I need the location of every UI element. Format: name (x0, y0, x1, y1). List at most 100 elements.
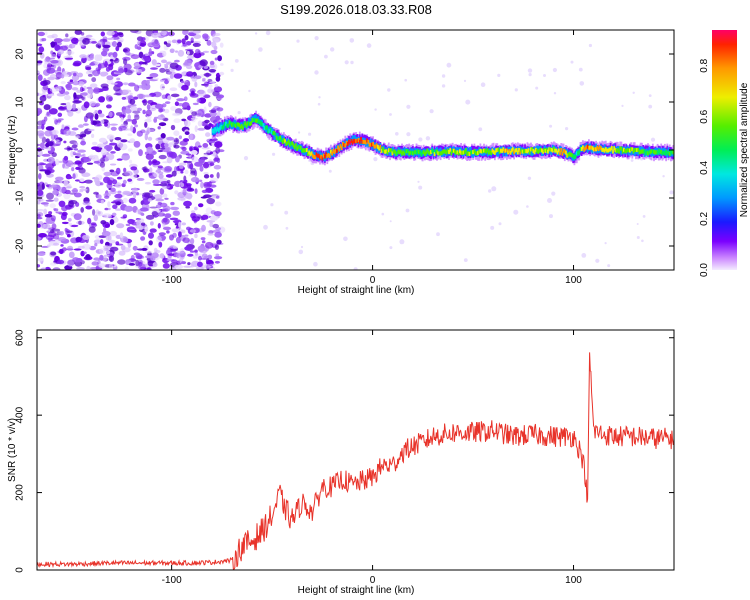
noise-speckle (107, 207, 111, 211)
ridge-segment (542, 149, 544, 154)
ridge-segment (659, 150, 661, 155)
noise-speckle (45, 126, 55, 131)
ridge-segment (626, 148, 629, 153)
noise-speckle (129, 92, 133, 96)
ridge-segment (598, 146, 601, 154)
colorbar-tick-label: 0.0 (699, 263, 710, 277)
noise-speckle (151, 41, 160, 47)
noise-speckle (165, 174, 173, 178)
ridge-segment (393, 149, 396, 154)
ridge-segment (228, 120, 231, 125)
noise-speckle (157, 114, 166, 121)
ridge-segment (660, 149, 663, 154)
ridge-segment (356, 139, 359, 144)
noise-speckle (89, 62, 96, 66)
ridge-segment (378, 146, 380, 151)
ridge-segment (510, 148, 513, 153)
ridge-segment (258, 120, 261, 125)
ridge-segment (290, 141, 292, 146)
noise-speckle (213, 157, 219, 162)
noise-speckle (75, 135, 80, 139)
ridge-segment (468, 147, 471, 155)
ridge-segment (299, 146, 302, 150)
noise-speckle (57, 259, 65, 265)
noise-speckle (144, 121, 148, 128)
noise-speckle (120, 139, 128, 143)
ridge-segment (477, 150, 479, 155)
noise-speckle (173, 144, 177, 148)
noise-speckle (94, 242, 98, 247)
noise-speckle (95, 61, 102, 65)
ridge-segment (280, 138, 283, 142)
noise-speckle (194, 110, 203, 117)
ridge-segment (405, 149, 408, 154)
ridge-segment (486, 149, 489, 157)
noise-speckle (112, 204, 118, 209)
ridge-segment (637, 148, 640, 156)
ridge-segment (367, 140, 370, 148)
noise-speckle (187, 262, 191, 266)
noise-speckle (153, 117, 158, 123)
noise-speckle (42, 79, 51, 85)
noise-speckle (124, 266, 129, 270)
noise-speckle (100, 157, 105, 163)
ridge-segment (471, 150, 473, 155)
ridge-segment (391, 146, 394, 154)
noise-speckle (162, 205, 171, 212)
noise-speckle (552, 67, 558, 73)
noise-speckle (144, 118, 152, 123)
ridge-segment (519, 150, 522, 155)
noise-speckle (621, 104, 624, 107)
noise-speckle (105, 95, 113, 102)
ridge-segment (337, 145, 339, 150)
colorbar-gradient (712, 30, 737, 270)
noise-speckle (387, 88, 391, 92)
noise-speckle (648, 94, 652, 97)
ridge-segment (533, 150, 536, 155)
noise-speckle (553, 92, 557, 95)
noise-speckle (77, 72, 83, 78)
ridge-segment (372, 141, 374, 146)
ridge-segment (272, 131, 274, 136)
ridge-segment (575, 151, 578, 156)
noise-speckle (209, 263, 216, 266)
ridge-segment (321, 156, 324, 161)
noise-speckle (263, 224, 268, 230)
noise-speckle (37, 189, 44, 196)
ridge-segment (536, 148, 538, 153)
ridge-segment (534, 147, 537, 152)
ridge-segment (595, 143, 597, 151)
colorbar: 0.0 0.2 0.4 0.6 0.8 Normalized spectral ampl… (699, 30, 750, 277)
ridge-segment (515, 148, 518, 153)
noise-speckle (604, 242, 607, 245)
noise-speckle (124, 205, 134, 212)
x-tick-label: -100 (162, 575, 182, 586)
ridge-segment (262, 123, 265, 128)
noise-speckle (404, 78, 408, 82)
noise-speckle (194, 213, 202, 218)
noise-speckle (89, 267, 99, 270)
noise-speckle (127, 114, 131, 121)
ridge-segment (657, 148, 660, 153)
noise-speckle (112, 179, 118, 185)
noise-speckle (60, 103, 67, 106)
noise-speckle (174, 101, 179, 106)
ridge-segment (238, 123, 241, 128)
noise-speckle (183, 200, 192, 207)
noise-speckle (43, 203, 49, 207)
ridge-segment (250, 117, 253, 125)
ridge-segment (412, 151, 414, 156)
ridge-segment (419, 150, 421, 155)
noise-speckle (199, 59, 208, 67)
noise-speckle (100, 220, 107, 225)
noise-speckle (254, 32, 258, 35)
noise-speckle (46, 192, 54, 200)
noise-speckle (134, 124, 139, 128)
noise-speckle (159, 67, 166, 73)
noise-speckle (167, 183, 172, 186)
noise-speckle (37, 108, 43, 115)
noise-speckle (93, 191, 99, 195)
noise-speckle (87, 87, 94, 95)
ridge-segment (495, 148, 497, 153)
ridge-segment (371, 142, 373, 147)
